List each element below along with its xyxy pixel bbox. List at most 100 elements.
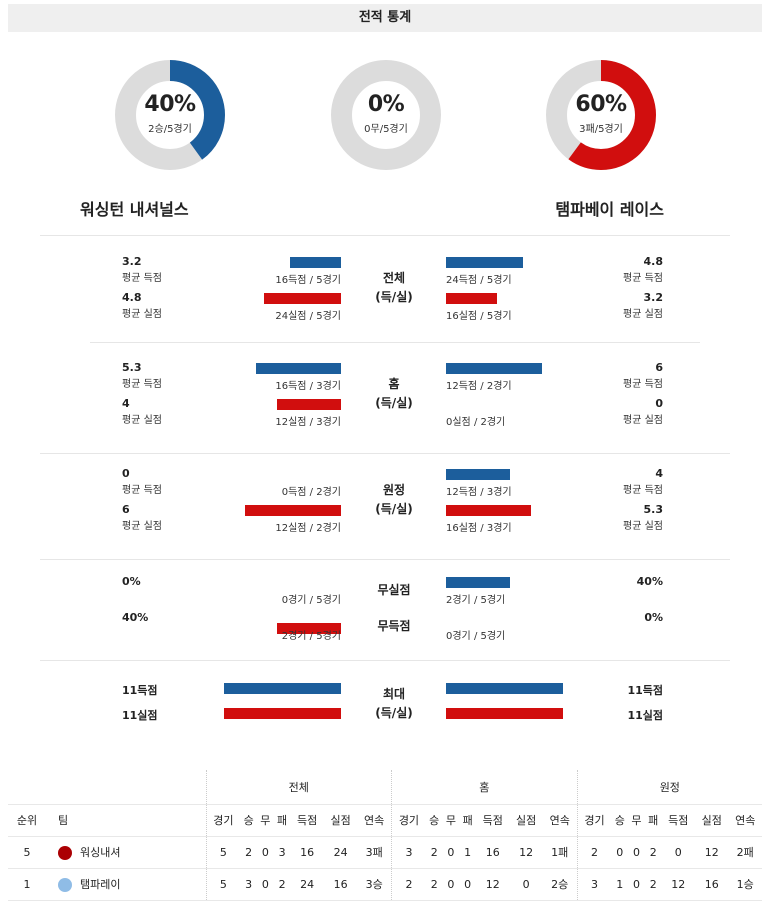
home-avg-label: 평균 득점 bbox=[122, 379, 162, 390]
column-header: 실점 bbox=[694, 804, 729, 837]
away-bar bbox=[446, 293, 497, 304]
team-name: 탬파레이 bbox=[80, 878, 121, 891]
away-avg-label: 평균 득점 bbox=[623, 273, 663, 284]
home-bar-caption: 2경기 / 5경기 bbox=[281, 631, 341, 642]
stat-cell: 2패 bbox=[728, 836, 762, 869]
stat-cell: 2 bbox=[425, 868, 443, 901]
away-bar-caption: 0실점 / 2경기 bbox=[446, 417, 506, 428]
section-title: 원정 bbox=[382, 483, 406, 497]
column-header: 패 bbox=[273, 804, 291, 837]
stat-cell: 3승 bbox=[357, 868, 392, 901]
home-avg-label: 평균 실점 bbox=[122, 415, 162, 426]
stat-cell: 1패 bbox=[542, 836, 578, 869]
loss-rate-donut: 60% 3패/5경기 bbox=[546, 60, 656, 170]
scoreless-title: 무득점 bbox=[377, 619, 411, 633]
away-avg-value: 4.8 bbox=[643, 255, 664, 268]
stat-cell: 12 bbox=[661, 868, 695, 901]
column-header: 득점 bbox=[661, 804, 695, 837]
home-bar bbox=[256, 363, 341, 374]
draw-rate-detail: 0무/5경기 bbox=[364, 124, 408, 135]
stat-cell: 5 bbox=[205, 868, 241, 901]
home-bar-caption: 16득점 / 5경기 bbox=[275, 275, 341, 286]
away-bar-caption: 16실점 / 5경기 bbox=[446, 311, 512, 322]
away-rate-value: 0% bbox=[644, 611, 663, 624]
away-team-name: 탬파베이 레이스 bbox=[555, 200, 664, 219]
section-subtitle: (득/실) bbox=[375, 502, 413, 516]
column-header: 실점 bbox=[323, 804, 358, 837]
stat-cell: 0 bbox=[459, 868, 476, 901]
away-max-allowed-bar bbox=[446, 708, 563, 719]
away-bar-caption: 12득점 / 3경기 bbox=[446, 487, 512, 498]
column-header: 무 bbox=[256, 804, 274, 837]
draw-rate-ring bbox=[331, 60, 441, 170]
stat-cell: 5 bbox=[205, 836, 241, 869]
column-header: 패 bbox=[459, 804, 476, 837]
home-max-scored-bar bbox=[224, 683, 341, 694]
stat-cell: 2승 bbox=[542, 868, 578, 901]
away-bar-caption: 16실점 / 3경기 bbox=[446, 523, 512, 534]
column-header: 연속 bbox=[357, 804, 392, 837]
team-header: 팀 bbox=[46, 804, 206, 837]
max-title: 최대 bbox=[382, 687, 406, 701]
stat-cell: 16 bbox=[290, 836, 324, 869]
stat-cell: 0 bbox=[442, 868, 460, 901]
column-header: 연속 bbox=[542, 804, 578, 837]
team-logo-icon bbox=[58, 846, 72, 860]
win-rate-detail: 2승/5경기 bbox=[148, 124, 192, 135]
home-avg-label: 평균 득점 bbox=[122, 273, 162, 284]
home-avg-label: 평균 실점 bbox=[122, 309, 162, 320]
stat-cell: 12 bbox=[509, 836, 543, 869]
home-avg-label: 평균 득점 bbox=[122, 485, 162, 496]
home-bar bbox=[264, 293, 341, 304]
away-bar bbox=[446, 363, 542, 374]
stat-cell: 0 bbox=[256, 836, 274, 869]
column-header: 득점 bbox=[475, 804, 510, 837]
rank-cell: 5 bbox=[8, 836, 46, 869]
stat-cell: 16 bbox=[694, 868, 729, 901]
away-avg-value: 3.2 bbox=[643, 291, 664, 304]
away-bar bbox=[446, 577, 510, 588]
home-bar-caption: 12실점 / 3경기 bbox=[275, 417, 341, 428]
home-avg-value: 5.3 bbox=[122, 361, 142, 374]
away-max-scored: 11득점 bbox=[627, 684, 663, 697]
stat-cell: 2 bbox=[273, 868, 291, 901]
away-max-scored-bar bbox=[446, 683, 563, 694]
away-avg-label: 평균 득점 bbox=[623, 485, 663, 496]
column-header: 승 bbox=[240, 804, 257, 837]
stat-cell: 1 bbox=[459, 836, 476, 869]
max-subtitle: (득/실) bbox=[375, 706, 413, 720]
section-title: 전체 bbox=[382, 271, 406, 285]
stat-cell: 3 bbox=[576, 868, 612, 901]
away-avg-label: 평균 실점 bbox=[623, 521, 663, 532]
divider bbox=[40, 559, 730, 560]
away-bar bbox=[446, 505, 531, 516]
stat-cell: 12 bbox=[694, 836, 729, 869]
home-rate-value: 40% bbox=[122, 611, 149, 624]
home-max-scored: 11득점 bbox=[122, 684, 158, 697]
column-header: 승 bbox=[611, 804, 629, 837]
home-team-name: 워싱턴 내셔널스 bbox=[80, 200, 189, 219]
stat-cell: 12 bbox=[475, 868, 510, 901]
table-row: 1 탬파레이 5 3 0 2 24 16 3승 2 2 0 0 12 0 2승 3 1 0 2 12 16 1승 bbox=[8, 868, 762, 901]
stat-cell: 0 bbox=[256, 868, 274, 901]
home-bar bbox=[277, 623, 341, 634]
column-header: 실점 bbox=[509, 804, 543, 837]
column-header: 승 bbox=[425, 804, 443, 837]
team-cell[interactable]: 워싱내셔 bbox=[46, 836, 206, 869]
home-avg-label: 평균 실점 bbox=[122, 521, 162, 532]
stat-cell: 3패 bbox=[357, 836, 392, 869]
away-avg-value: 4 bbox=[655, 467, 663, 480]
away-bar bbox=[446, 469, 510, 480]
draw-rate-donut: 0% 0무/5경기 bbox=[331, 60, 441, 170]
column-header: 패 bbox=[644, 804, 662, 837]
column-header: 무 bbox=[442, 804, 460, 837]
away-bar-caption: 24득점 / 5경기 bbox=[446, 275, 512, 286]
team-cell[interactable]: 탬파레이 bbox=[46, 868, 206, 901]
column-header: 경기 bbox=[205, 804, 241, 837]
divider bbox=[40, 453, 730, 454]
stat-cell: 0 bbox=[628, 868, 645, 901]
away-avg-value: 5.3 bbox=[643, 503, 664, 516]
divider bbox=[40, 660, 730, 661]
stat-cell: 0 bbox=[442, 836, 460, 869]
home-bar-caption: 24실점 / 5경기 bbox=[275, 311, 341, 322]
